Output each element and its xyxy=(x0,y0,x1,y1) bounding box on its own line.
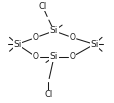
Text: Si: Si xyxy=(89,40,98,49)
Text: O: O xyxy=(69,52,75,61)
Text: Si: Si xyxy=(49,52,58,61)
Text: Si: Si xyxy=(49,26,58,35)
Text: O: O xyxy=(32,52,38,61)
Text: Si: Si xyxy=(13,40,21,49)
Text: O: O xyxy=(32,33,38,42)
Text: Cl: Cl xyxy=(38,2,46,11)
Text: O: O xyxy=(69,33,75,42)
Text: Cl: Cl xyxy=(44,90,52,99)
